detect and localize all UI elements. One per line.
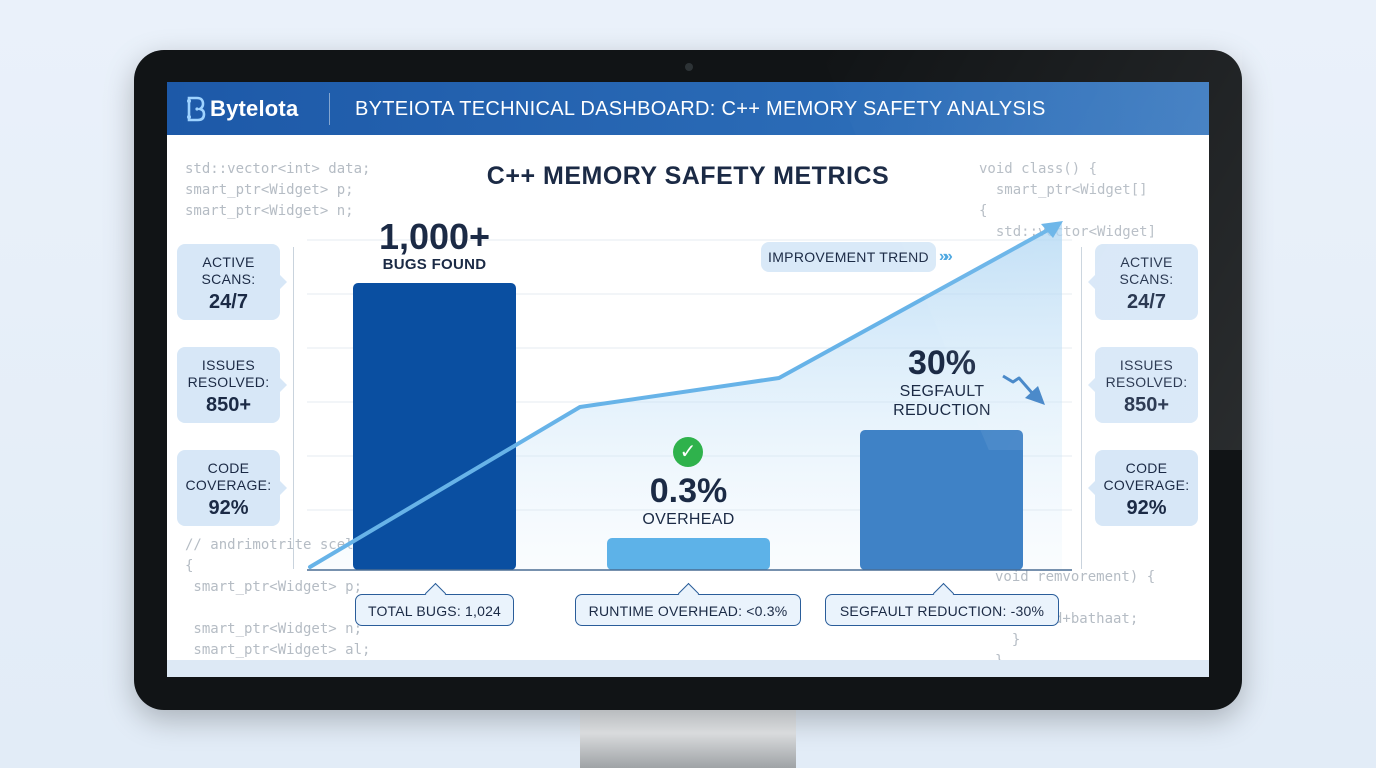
card-value: 24/7	[209, 291, 248, 313]
right-axis-line	[1081, 247, 1082, 569]
dashboard-screen: Bytelota BYTEIOTA TECHNICAL DASHBOARD: C…	[167, 82, 1209, 677]
improvement-trend-label: IMPROVEMENT TREND	[761, 242, 936, 272]
webcam-dot	[685, 63, 693, 71]
card-value: 92%	[1126, 497, 1167, 519]
check-icon: ✓	[673, 437, 703, 467]
code-snippet-bottom-left: // andrimotrite scel { smart_ptr<Widget>…	[185, 537, 371, 658]
bar-overhead	[607, 538, 770, 570]
card-pointer	[280, 481, 287, 495]
dashboard-header: Bytelota BYTEIOTA TECHNICAL DASHBOARD: C…	[167, 82, 1209, 135]
bugs-found-label: BUGS FOUND	[382, 256, 487, 273]
overhead-value: 0.3%	[649, 472, 728, 510]
logo[interactable]: Bytelota	[185, 95, 298, 123]
card-label: ISSUES RESOLVED:	[1105, 357, 1188, 390]
right-card-active-scans: ACTIVE SCANS: 24/7	[1088, 244, 1198, 320]
left-card-issues-resolved: ISSUES RESOLVED: 850+	[177, 347, 287, 423]
trend-arrowhead	[1041, 221, 1063, 238]
pill-text: SEGFAULT REDUCTION: -30%	[839, 603, 1045, 619]
chart-area	[307, 221, 1072, 571]
code-snippet-top-left: std::vector<int> data; smart_ptr<Widget>…	[185, 161, 371, 219]
segfault-label-line2: REDUCTION	[893, 402, 991, 419]
right-card-code-coverage: CODE COVERAGE: 92%	[1088, 450, 1198, 526]
monitor-stand	[580, 710, 796, 768]
logo-text: Bytelota	[210, 96, 299, 121]
trend-line	[308, 223, 1059, 569]
code-snippet-top-right: void class() { smart_ptr<Widget[] { std:…	[979, 161, 1157, 240]
pill-text: TOTAL BUGS: 1,024	[367, 603, 502, 619]
overhead-label: OVERHEAD	[642, 511, 735, 528]
left-axis-line	[293, 247, 294, 569]
card-pointer	[1088, 481, 1095, 495]
bar-segfault-reduction	[860, 430, 1023, 570]
bugs-found-value: 1,000+	[378, 216, 491, 257]
pill-text: RUNTIME OVERHEAD: <0.3%	[588, 603, 788, 619]
left-card-code-coverage: CODE COVERAGE: 92%	[177, 450, 287, 526]
segfault-label-line1: SEGFAULT	[899, 383, 985, 400]
card-pointer	[1088, 378, 1095, 392]
double-chevron-right-icon: »»	[939, 248, 953, 265]
card-value: 850+	[205, 394, 252, 416]
card-value: 850+	[1123, 394, 1170, 416]
runtime-overhead-pill: RUNTIME OVERHEAD: <0.3%	[575, 582, 801, 626]
card-value: 24/7	[1127, 291, 1166, 313]
chart-title: C++ MEMORY SAFETY METRICS	[486, 162, 890, 190]
card-pointer	[280, 275, 287, 289]
down-trend-arrow-icon	[1002, 374, 1045, 405]
card-value: 92%	[208, 497, 249, 519]
bytelota-logo-icon	[187, 96, 206, 122]
card-label: CODE COVERAGE:	[1103, 460, 1190, 493]
segfault-value: 30%	[907, 344, 977, 382]
card-label: ACTIVE SCANS:	[201, 254, 256, 287]
card-label: CODE COVERAGE:	[185, 460, 272, 493]
card-label: ACTIVE SCANS:	[1119, 254, 1174, 287]
segfault-reduction-pill: SEGFAULT REDUCTION: -30%	[825, 582, 1059, 626]
bottom-strip	[167, 660, 1209, 677]
header-title: BYTEIOTA TECHNICAL DASHBOARD: C++ MEMORY…	[355, 98, 1046, 120]
card-pointer	[280, 378, 287, 392]
right-card-issues-resolved: ISSUES RESOLVED: 850+	[1088, 347, 1198, 423]
bar-bugs-found	[353, 283, 516, 570]
total-bugs-pill: TOTAL BUGS: 1,024	[355, 582, 514, 626]
card-label: ISSUES RESOLVED:	[187, 357, 270, 390]
left-card-active-scans: ACTIVE SCANS: 24/7	[177, 244, 287, 320]
card-pointer	[1088, 275, 1095, 289]
header-divider	[329, 93, 330, 125]
